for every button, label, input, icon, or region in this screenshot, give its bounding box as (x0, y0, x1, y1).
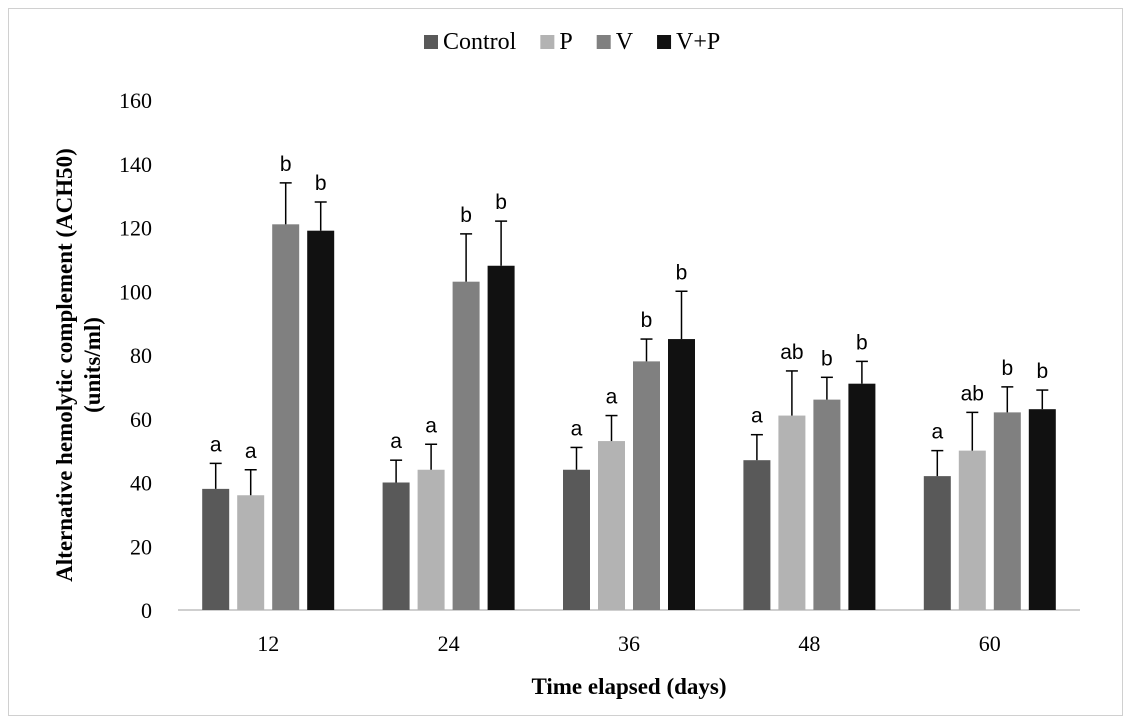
y-tick-label: 20 (130, 534, 152, 559)
x-tick-label: 60 (979, 631, 1001, 656)
bar (633, 361, 660, 610)
legend-swatch (540, 35, 555, 49)
y-tick-label: 0 (141, 598, 152, 623)
bar (813, 399, 841, 610)
legend-label: V+P (676, 29, 720, 55)
x-tick-label: 48 (798, 631, 820, 656)
significance-label: a (931, 421, 943, 444)
significance-label: b (495, 191, 507, 214)
significance-label: a (606, 386, 618, 409)
legend-label: Control (443, 29, 517, 55)
bar (563, 469, 590, 610)
significance-label: a (210, 433, 222, 456)
significance-label: b (315, 172, 327, 195)
y-tick-label: 80 (130, 343, 152, 368)
significance-label: ab (780, 341, 803, 364)
legend-label: V (616, 29, 634, 55)
bar (668, 339, 695, 610)
x-tick-label: 36 (618, 631, 640, 656)
bar (923, 476, 951, 610)
significance-label: a (571, 417, 583, 440)
bar (487, 265, 515, 610)
bar (958, 450, 986, 610)
y-tick-label: 120 (119, 216, 152, 241)
bar (598, 441, 625, 610)
legend-swatch (657, 35, 672, 49)
y-tick-label: 40 (130, 471, 152, 496)
y-tick-label: 100 (119, 279, 152, 304)
bar (382, 482, 410, 610)
legend-label: P (559, 29, 572, 55)
significance-label: a (425, 414, 437, 437)
significance-label: b (460, 204, 472, 227)
significance-label: a (245, 440, 257, 463)
significance-label: b (641, 309, 653, 332)
significance-label: b (1036, 360, 1048, 383)
bar (417, 469, 445, 610)
y-axis-title: Alternative hemolytic complement (ACH50)… (52, 148, 105, 582)
legend: Control P V V+P (424, 29, 720, 55)
bar (1028, 409, 1056, 610)
bar (848, 383, 876, 610)
significance-label: ab (961, 382, 984, 405)
significance-label: b (280, 153, 292, 176)
bar (778, 415, 806, 610)
significance-label: b (856, 331, 868, 354)
legend-swatch (596, 35, 611, 49)
bar (743, 460, 771, 610)
bar (237, 495, 265, 610)
significance-label: b (821, 347, 833, 370)
x-tick-label: 24 (438, 631, 460, 656)
significance-label: a (390, 430, 402, 453)
bar (202, 488, 230, 610)
x-axis: 12 24 36 48 60 (178, 609, 1080, 656)
significance-label: a (751, 405, 763, 428)
y-tick-label: 60 (130, 407, 152, 432)
bar (993, 412, 1021, 610)
y-axis-title-line2: (units/ml) (80, 317, 105, 413)
x-axis-title: Time elapsed (days) (531, 674, 726, 699)
legend-swatch (424, 35, 438, 49)
x-tick-label: 12 (257, 631, 279, 656)
bar (272, 224, 300, 610)
bar (452, 281, 480, 610)
y-axis: 0 20 40 60 80 100 120 140 160 (119, 88, 152, 623)
significance-label: b (1001, 357, 1013, 380)
y-axis-title-line1: Alternative hemolytic complement (ACH50) (52, 148, 77, 582)
significance-label: b (676, 261, 688, 284)
bar (307, 230, 335, 610)
y-tick-label: 160 (119, 88, 152, 113)
y-tick-label: 140 (119, 152, 152, 177)
